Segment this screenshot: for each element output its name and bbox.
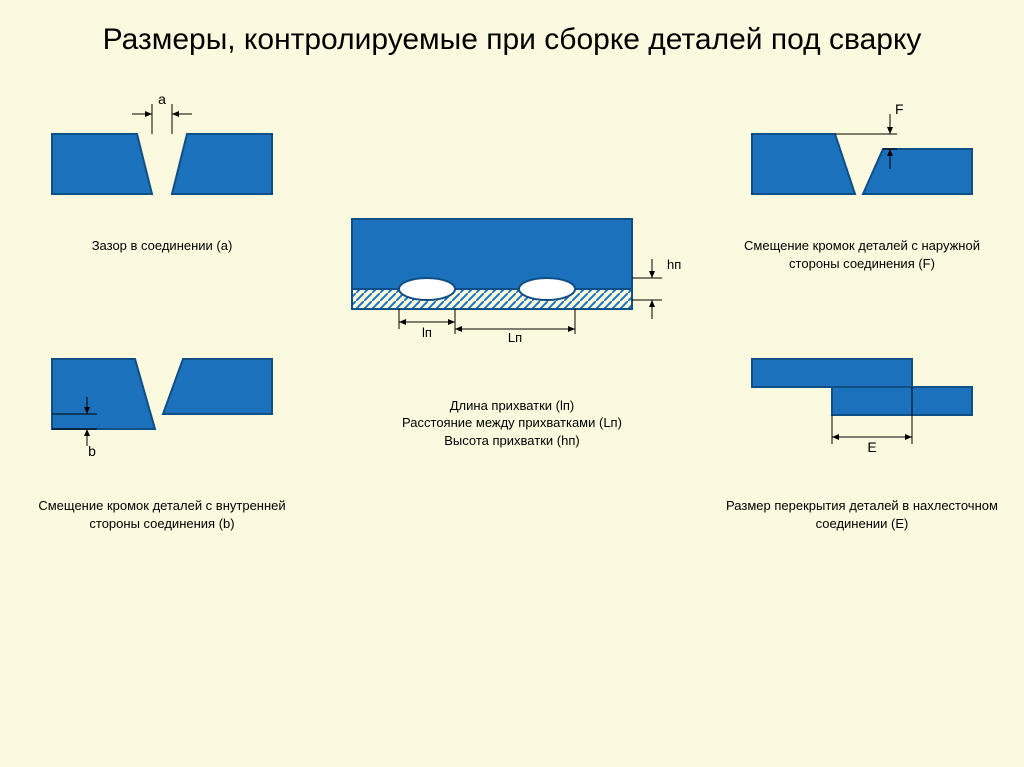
tack-c3: Высота прихватки (hп) (444, 433, 579, 448)
gap-label: a (158, 91, 166, 107)
offset-inner-label: b (88, 443, 96, 459)
tack-caption: Длина прихватки (lп) Расстояние между пр… (402, 397, 622, 450)
offset-outer-svg: F (742, 79, 982, 229)
tack-label-L: Lп (508, 330, 522, 345)
overlap-label: E (867, 439, 876, 455)
diagram-tack: lп Lп hп Длина прихватки (lп) Расстояние… (332, 79, 692, 559)
offset-inner-svg: b (42, 329, 282, 489)
tack-label-l: lп (422, 325, 432, 340)
diagram-overlap: E Размер перекрытия деталей в нахлесточн… (722, 329, 1002, 559)
offset-outer-label: F (895, 101, 904, 117)
gap-svg: a (42, 79, 282, 229)
tack-c2: Расстояние между прихватками (Lп) (402, 415, 622, 430)
tack-c1: Длина прихватки (lп) (450, 398, 575, 413)
page-title: Размеры, контролируемые при сборке детал… (0, 0, 1024, 69)
overlap-svg: E (742, 329, 982, 489)
offset-outer-caption: Смещение кромок деталей с наружной сторо… (722, 237, 1002, 272)
diagrams-grid: a Зазор в соединении (a) lп (0, 69, 1024, 569)
overlap-caption: Размер перекрытия деталей в нахлесточном… (722, 497, 1002, 532)
tack-svg: lп Lп hп (332, 189, 692, 389)
diagram-gap: a Зазор в соединении (a) (22, 79, 302, 309)
offset-inner-caption: Смещение кромок деталей с внутренней сто… (22, 497, 302, 532)
diagram-offset-outer: F Смещение кромок деталей с наружной сто… (722, 79, 1002, 309)
gap-caption: Зазор в соединении (a) (92, 237, 233, 255)
tack-label-h: hп (667, 257, 681, 272)
diagram-offset-inner: b Смещение кромок деталей с внутренней с… (22, 329, 302, 559)
